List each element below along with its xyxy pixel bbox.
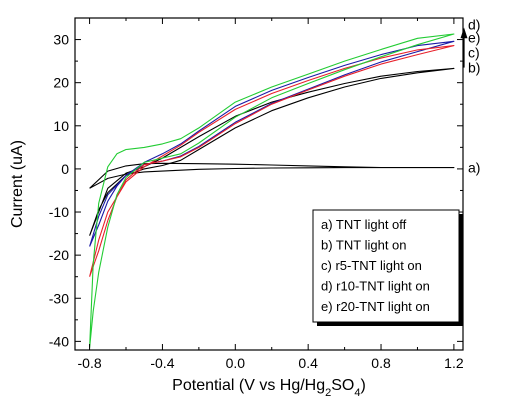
- x-axis-title-sub2: 4: [354, 387, 360, 399]
- legend-entry: c) r5-TNT light on: [321, 258, 422, 273]
- legend-entry: b) TNT light on: [321, 238, 407, 253]
- legend-entry: d) r10-TNT light on: [321, 279, 430, 294]
- y-tick-label: -10: [49, 204, 69, 220]
- x-tick-label: -0.8: [78, 355, 102, 371]
- y-axis-title: Current (uA): [9, 140, 26, 228]
- x-tick-label: 0.0: [226, 355, 246, 371]
- increase-arrow-head: [460, 27, 468, 39]
- y-tick-label: 10: [53, 118, 69, 134]
- y-tick-label: -20: [49, 247, 69, 263]
- x-axis-title-mid: SO: [331, 377, 354, 394]
- y-tick-label: 20: [53, 75, 69, 91]
- x-tick-label: 0.4: [298, 355, 318, 371]
- x-tick-label: 0.8: [371, 355, 391, 371]
- y-tick-label: -40: [49, 333, 69, 349]
- y-tick-label: -30: [49, 290, 69, 306]
- curve-end-label: e): [468, 29, 480, 45]
- curve-end-label: b): [468, 60, 480, 76]
- x-axis-title-suffix: ): [361, 377, 366, 394]
- legend-box: [312, 209, 460, 323]
- series-line-e: [89, 40, 455, 247]
- ticks-layer: -0.8 -0.4 0.0 0.4 0.8 1.2 -40 -30 -20 -10 0 10 20 30: [49, 17, 464, 371]
- x-axis-title-sub1: 2: [325, 387, 331, 399]
- series-line-b: [89, 67, 455, 236]
- arrow-layer: [460, 27, 468, 68]
- series-line-c: [89, 45, 455, 277]
- curve-end-label: c): [468, 44, 480, 60]
- plot-frame: [74, 17, 464, 351]
- x-axis-title-prefix: Potential (V vs Hg/Hg: [172, 377, 325, 394]
- y-tick-label: 30: [53, 32, 69, 48]
- curve-end-label: d): [468, 16, 480, 32]
- series-layer: [89, 33, 455, 348]
- series-line-d: [89, 33, 455, 348]
- x-tick-label: -0.4: [150, 355, 174, 371]
- legend-layer: a) TNT light off b) TNT light on c) r5-TNT…: [312, 209, 463, 326]
- y-tick-label: 0: [61, 161, 69, 177]
- curve-end-label: a): [468, 160, 480, 176]
- series-line-a: [89, 162, 455, 189]
- x-axis-title: Potential (V vs Hg/Hg2SO4): [172, 377, 366, 399]
- legend-entry: a) TNT light off: [321, 217, 407, 232]
- x-tick-label: 1.2: [444, 355, 464, 371]
- end-labels-layer: d)e)c)b) a): [468, 16, 480, 175]
- legend-entry: e) r20-TNT light on: [321, 299, 430, 314]
